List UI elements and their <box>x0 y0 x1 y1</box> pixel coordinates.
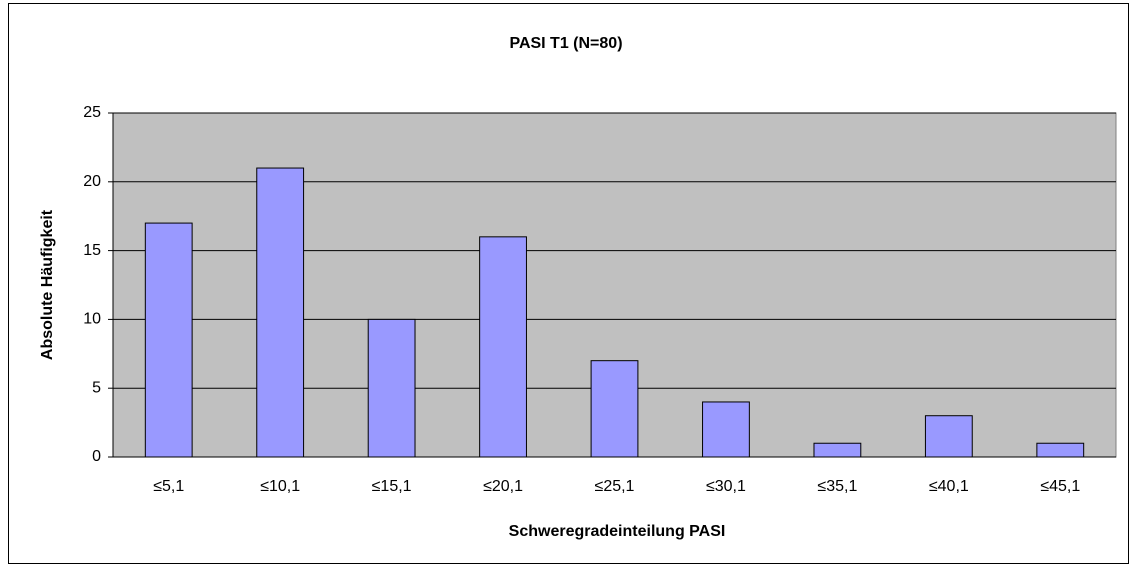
bar <box>1036 442 1085 458</box>
x-tick-label: ≤20,1 <box>483 478 523 495</box>
y-tick-label: 25 <box>83 104 101 121</box>
x-tick-label: ≤25,1 <box>595 478 635 495</box>
y-tick-label: 0 <box>92 448 101 465</box>
y-tick-label: 10 <box>83 311 101 328</box>
bar <box>924 415 973 458</box>
x-tick-label: ≤15,1 <box>372 478 412 495</box>
y-axis-label: Absolute Häufigkeit <box>39 209 56 360</box>
bar <box>479 236 527 458</box>
bar <box>813 442 862 458</box>
x-tick-label: ≤35,1 <box>817 478 857 495</box>
x-tick-label: ≤45,1 <box>1040 478 1080 495</box>
x-tick-label: ≤10,1 <box>260 478 300 495</box>
x-tick-label: ≤5,1 <box>153 478 184 495</box>
bar <box>590 360 639 458</box>
y-tick-label: 15 <box>83 242 101 259</box>
y-tick-label: 20 <box>83 173 101 190</box>
chart-title: PASI T1 (N=80) <box>509 35 622 52</box>
y-tick-label: 5 <box>92 379 101 396</box>
bar <box>256 167 305 458</box>
x-axis-label: Schweregradeinteilung PASI <box>509 523 726 540</box>
bar <box>367 318 416 458</box>
x-tick-label: ≤30,1 <box>706 478 746 495</box>
x-tick-label: ≤40,1 <box>929 478 969 495</box>
bar <box>144 222 193 458</box>
bar <box>702 401 750 458</box>
